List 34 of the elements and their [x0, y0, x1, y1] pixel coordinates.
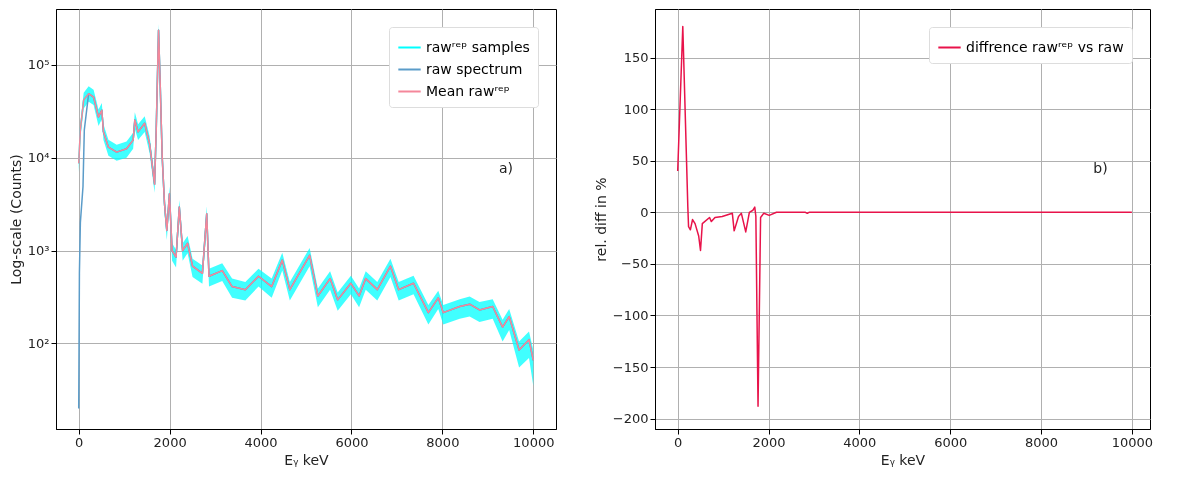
x-tick-label: 10000 — [513, 434, 555, 450]
x-tick-label: 8000 — [426, 434, 460, 450]
y-axis-title: rel. diff in % — [592, 177, 609, 262]
x-tick-label: 10000 — [1111, 434, 1154, 450]
legend-label: rawʳᵉᵖ samples — [426, 38, 530, 55]
x-axis-title: Eᵧ keV — [284, 451, 330, 468]
y-tick-label: 0 — [640, 204, 649, 220]
x-tick-label: 6000 — [335, 434, 369, 450]
y-tick-label: 10⁴ — [27, 150, 50, 166]
x-tick-label: 0 — [674, 434, 683, 450]
legend-label: diffrence rawʳᵉᵖ vs raw — [966, 38, 1124, 55]
x-tick-label: 6000 — [934, 434, 968, 450]
y-axis-title: Log-scale (Counts) — [7, 154, 24, 285]
legend-label: raw spectrum — [426, 60, 523, 77]
x-tick-label: 2000 — [752, 434, 786, 450]
x-tick-label: 2000 — [153, 434, 187, 450]
x-tick-label: 0 — [75, 434, 84, 450]
x-tick-label: 8000 — [1024, 434, 1059, 450]
y-tick-label: −100 — [612, 307, 649, 323]
x-tick-label: 4000 — [843, 434, 877, 450]
y-tick-label: 10² — [27, 335, 50, 351]
y-tick-label: 150 — [623, 50, 649, 65]
annotation: a) — [498, 159, 514, 176]
y-tick-label: 10⁵ — [27, 57, 50, 73]
y-tick-label: −150 — [612, 359, 649, 375]
y-tick-label: 10³ — [27, 243, 50, 259]
y-tick-label: −50 — [621, 256, 649, 272]
x-tick-label: 4000 — [244, 434, 278, 450]
x-axis-title: Eᵧ keV — [880, 451, 926, 468]
y-tick-label: 50 — [631, 153, 649, 169]
y-tick-label: −200 — [612, 411, 649, 427]
y-tick-label: 100 — [623, 101, 649, 117]
legend-label: Mean rawʳᵉᵖ — [426, 82, 510, 99]
annotation: b) — [1093, 159, 1108, 176]
